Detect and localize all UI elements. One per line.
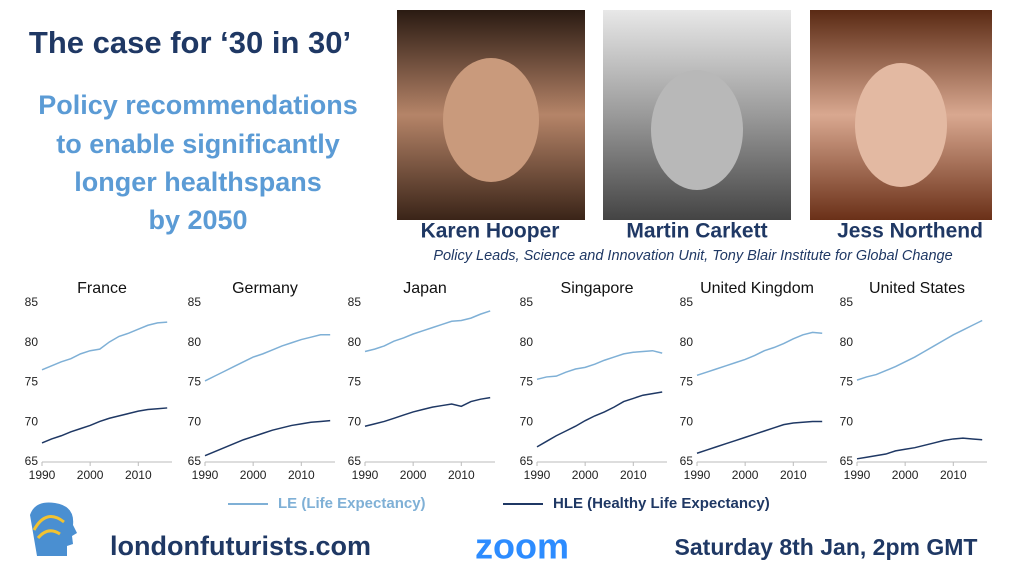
series-line (364, 310, 491, 353)
x-tick-label: 1990 (352, 468, 379, 482)
series-line (364, 396, 491, 427)
y-tick-label: 80 (25, 335, 39, 349)
y-tick-label: 75 (348, 375, 362, 389)
x-tick-label: 2000 (240, 468, 267, 482)
y-tick-label: 65 (840, 454, 854, 468)
x-tick-label: 1990 (844, 468, 871, 482)
y-tick-label: 70 (840, 414, 854, 428)
chart-title: United Kingdom (700, 280, 814, 297)
series-line (696, 331, 823, 377)
subtitle-line: Policy recommendations (38, 90, 358, 120)
y-tick-label: 70 (188, 414, 202, 428)
series-line (204, 334, 331, 382)
series-line (204, 419, 331, 457)
photo-face (443, 58, 539, 182)
x-tick-label: 1990 (684, 468, 711, 482)
x-tick-label: 1990 (192, 468, 219, 482)
x-tick-label: 2000 (400, 468, 427, 482)
x-tick-label: 2000 (732, 468, 759, 482)
y-tick-label: 85 (840, 295, 854, 309)
y-tick-label: 75 (520, 375, 534, 389)
y-tick-label: 85 (520, 295, 534, 309)
logo-mark (32, 515, 65, 540)
y-tick-label: 70 (348, 414, 362, 428)
subtitle-line: by 2050 (148, 205, 247, 235)
x-tick-label: 2010 (288, 468, 315, 482)
y-tick-label: 75 (25, 375, 39, 389)
photo-face (651, 70, 743, 190)
x-tick-label: 2010 (780, 468, 807, 482)
logo-head (30, 502, 77, 556)
series-line (856, 319, 983, 381)
x-tick-label: 2000 (572, 468, 599, 482)
series-line (41, 407, 168, 444)
y-tick-label: 75 (188, 375, 202, 389)
subtitle-line: to enable significantly (56, 129, 340, 159)
series-line (536, 349, 663, 381)
y-tick-label: 85 (348, 295, 362, 309)
x-tick-label: 2010 (448, 468, 475, 482)
y-tick-label: 80 (348, 335, 362, 349)
chart-title: France (77, 280, 127, 297)
y-tick-label: 65 (348, 454, 362, 468)
legend-label: HLE (Healthy Life Expectancy) (553, 495, 770, 512)
y-tick-label: 80 (188, 335, 202, 349)
speaker-name: Jess Northend (837, 220, 983, 243)
y-tick-label: 85 (25, 295, 39, 309)
series-line (536, 391, 663, 448)
y-tick-label: 80 (840, 335, 854, 349)
y-tick-label: 85 (188, 295, 202, 309)
y-tick-label: 85 (680, 295, 694, 309)
x-tick-label: 2010 (620, 468, 647, 482)
chart-title: Japan (403, 280, 447, 297)
y-tick-label: 65 (680, 454, 694, 468)
speaker-caption: Policy Leads, Science and Innovation Uni… (433, 248, 952, 264)
x-tick-label: 1990 (524, 468, 551, 482)
y-tick-label: 70 (25, 414, 39, 428)
y-tick-label: 75 (840, 375, 854, 389)
speaker-name: Martin Carkett (626, 220, 767, 243)
y-tick-label: 65 (520, 454, 534, 468)
chart-title: Singapore (561, 280, 634, 297)
legend-label: LE (Life Expectancy) (278, 495, 426, 512)
x-tick-label: 1990 (29, 468, 56, 482)
y-tick-label: 80 (680, 335, 694, 349)
y-tick-label: 75 (680, 375, 694, 389)
subtitle-line: longer healthspans (74, 167, 322, 197)
photo-face (855, 63, 947, 187)
site: londonfuturists.com (110, 531, 371, 561)
series-line (696, 420, 823, 454)
x-tick-label: 2000 (77, 468, 104, 482)
y-tick-label: 70 (680, 414, 694, 428)
series-line (856, 437, 983, 460)
x-tick-label: 2010 (940, 468, 967, 482)
date: Saturday 8th Jan, 2pm GMT (675, 534, 978, 560)
x-tick-label: 2000 (892, 468, 919, 482)
y-tick-label: 65 (188, 454, 202, 468)
chart-title: Germany (232, 280, 298, 297)
title: The case for ‘30 in 30’ (29, 25, 351, 60)
series-line (41, 321, 168, 371)
platform: zoom (475, 526, 569, 567)
y-tick-label: 70 (520, 414, 534, 428)
speaker-name: Karen Hooper (421, 220, 560, 243)
y-tick-label: 65 (25, 454, 39, 468)
x-tick-label: 2010 (125, 468, 152, 482)
y-tick-label: 80 (520, 335, 534, 349)
chart-title: United States (869, 280, 965, 297)
